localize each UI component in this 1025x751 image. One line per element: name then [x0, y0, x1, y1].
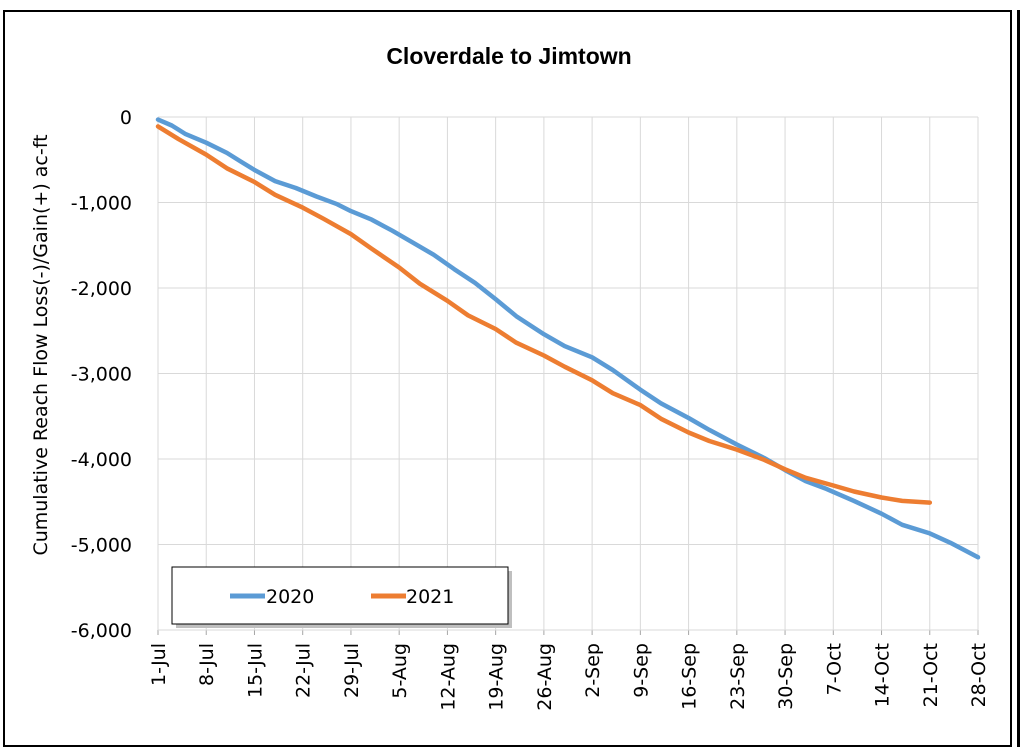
x-tick-label: 29-Jul — [341, 643, 363, 698]
legend-label-2021: 2021 — [406, 586, 454, 608]
x-tick-label: 23-Sep — [727, 643, 749, 710]
x-axis-ticks: 1-Jul 8-Jul 15-Jul 22-Jul 29-Jul 5-Aug 12-Aug 1… — [148, 643, 990, 711]
x-tick-label: 14-Oct — [872, 643, 894, 707]
x-tick-label: 8-Jul — [196, 643, 218, 686]
series-line-2021 — [155, 124, 933, 505]
x-tick-label: 26-Aug — [534, 643, 556, 711]
chart-title: Cloverdale to Jimtown — [386, 43, 631, 69]
x-tick-label: 1-Jul — [148, 643, 170, 686]
y-axis-label: Cumulative Reach Flow Loss(-)/Gain(+) ac… — [30, 134, 52, 555]
y-tick-label: -3,000 — [71, 364, 132, 386]
x-tick-label: 28-Oct — [968, 643, 990, 707]
legend: 2020 2021 — [171, 566, 512, 628]
x-tick-label: 9-Sep — [630, 643, 652, 698]
horizontal-gridlines — [158, 116, 978, 631]
x-tick-label: 19-Aug — [486, 643, 508, 711]
y-tick-label: -6,000 — [71, 620, 132, 642]
x-tick-label: 21-Oct — [920, 643, 942, 707]
x-tick-label: 7-Oct — [823, 643, 845, 695]
legend-box — [171, 566, 509, 625]
series-lines — [155, 117, 981, 560]
y-tick-label: -4,000 — [71, 449, 132, 471]
y-tick-label: 0 — [120, 107, 132, 129]
y-tick-label: -2,000 — [71, 278, 132, 300]
x-tick-label: 2-Sep — [582, 643, 604, 698]
x-tick-label: 30-Sep — [775, 643, 797, 710]
x-tick-label: 22-Jul — [293, 643, 315, 698]
series-line-2020 — [155, 117, 981, 560]
x-tick-label: 12-Aug — [437, 643, 459, 711]
window-edge — [1017, 10, 1020, 747]
x-tick-label: 5-Aug — [389, 643, 411, 699]
x-tick-label: 15-Jul — [244, 643, 266, 698]
y-tick-label: -5,000 — [71, 535, 132, 557]
y-tick-label: -1,000 — [71, 193, 132, 215]
x-tick-label: 16-Sep — [679, 643, 701, 710]
y-axis-ticks: 0 -1,000 -2,000 -3,000 -4,000 -5,000 -6,000 — [71, 107, 132, 642]
vertical-gridlines — [157, 117, 979, 635]
legend-label-2020: 2020 — [266, 586, 314, 608]
